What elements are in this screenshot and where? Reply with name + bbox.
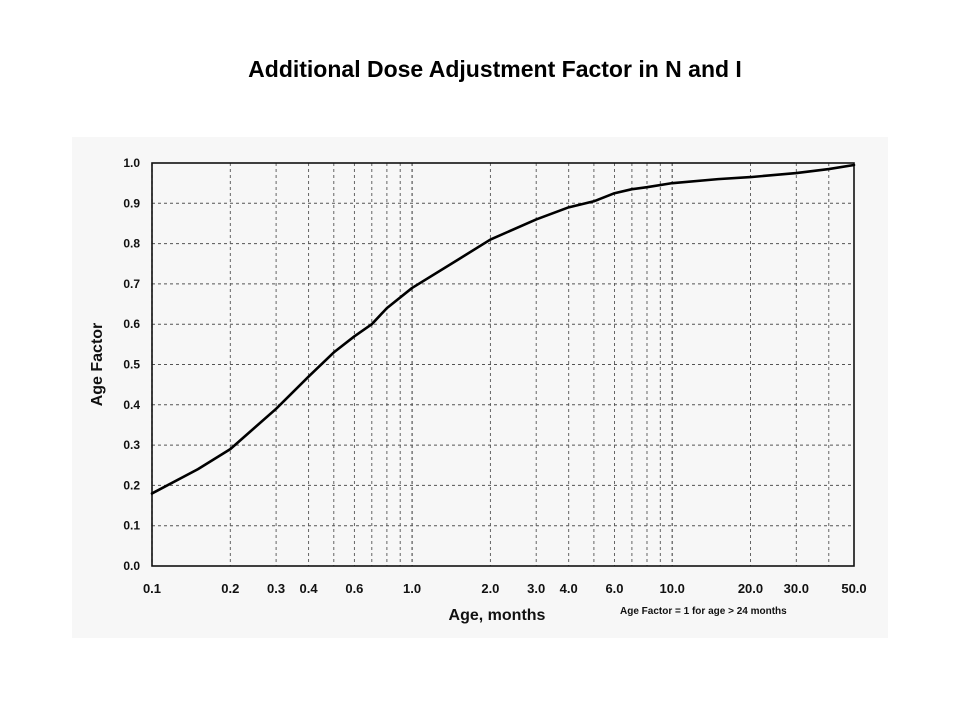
y-tick-label: 0.3	[123, 438, 140, 452]
x-tick-label: 4.0	[560, 581, 578, 596]
x-tick-label: 50.0	[841, 581, 866, 596]
x-tick-label: 0.1	[143, 581, 161, 596]
y-tick-label: 0.7	[123, 277, 140, 291]
age-factor-chart: 0.00.10.20.30.40.50.60.70.80.91.0 0.1 0.2…	[89, 156, 867, 624]
y-tick-label: 0.4	[123, 398, 140, 412]
page-title: Additional Dose Adjustment Factor in N a…	[248, 56, 742, 82]
axis-note: Age Factor = 1 for age > 24 months	[620, 606, 787, 617]
x-tick-label: 2.0	[481, 581, 499, 596]
series-layer	[150, 163, 856, 495]
x-tick-label: 0.3	[267, 581, 285, 596]
y-tick-label: 0.5	[123, 358, 140, 372]
y-tick-label: 0.2	[123, 478, 140, 492]
x-tick-label: 1.0	[403, 581, 421, 596]
y-tick-label: 0.8	[123, 237, 140, 251]
x-tick-label: 6.0	[605, 581, 623, 596]
x-tick-label: 10.0	[660, 581, 685, 596]
grid-layer	[151, 162, 855, 567]
x-axis-title: Age, months	[449, 607, 546, 624]
x-tick-label: 0.6	[345, 581, 363, 596]
plot-frame	[151, 162, 855, 567]
series-line	[150, 163, 856, 495]
chart-panel: 0.0 0.1 0.2 0.3 0.4 0.5 0.6 0.7 0.8 0.9 1.0 0.1 0.2…	[72, 137, 888, 638]
x-tick-label: 20.0	[738, 581, 763, 596]
y-tick-label: 0.6	[123, 317, 140, 331]
plot-border	[151, 162, 855, 567]
y-tick-label: 1.0	[123, 156, 140, 170]
y-tick-label: 0.1	[123, 519, 140, 533]
x-tick-label: 0.2	[221, 581, 239, 596]
y-axis-title: Age Factor	[89, 323, 106, 407]
x-tick-label: 30.0	[784, 581, 809, 596]
x-tick-labels: 0.1 0.2 0.3 0.4 0.6 1.0 2.0 3.0 4.0 6.0 10.0 20.0 30…	[143, 581, 867, 596]
y-tick-labels: 0.0 0.1 0.2 0.3 0.4 0.5 0.6 0.7 0.8 0.9 1.0	[123, 156, 140, 573]
y-tick-label: 0.0	[123, 559, 140, 573]
x-tick-label: 3.0	[527, 581, 545, 596]
y-tick-label: 0.9	[123, 196, 140, 210]
x-tick-label: 0.4	[300, 581, 319, 596]
